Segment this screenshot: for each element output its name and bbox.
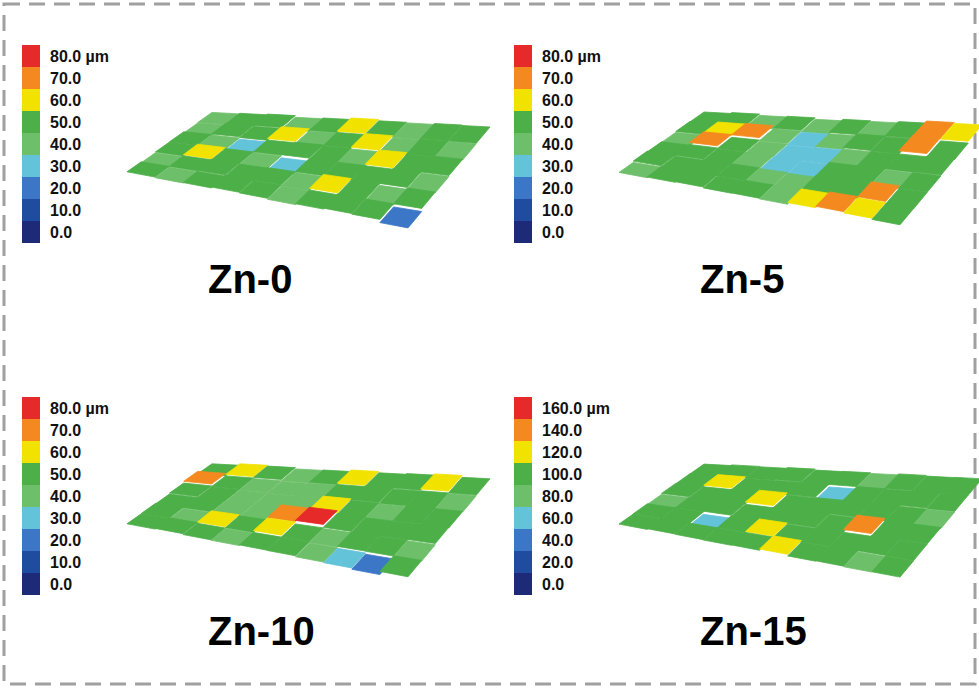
colorbar-swatch [514, 89, 532, 111]
surface [127, 464, 490, 577]
colorbar-swatch [22, 67, 40, 89]
colorbar-label: 60.0 [50, 92, 81, 109]
colorbar-label: 70.0 [50, 70, 81, 87]
colorbar-swatch [514, 177, 532, 199]
colorbar-label: 20.0 [542, 554, 573, 571]
surface-cell [927, 493, 969, 512]
surface-cell [380, 207, 422, 228]
panel: 160.0 µm 140.0 120.0 100.0 80.0 60.0 40.0 20.0 0… [514, 397, 979, 653]
colorbar-label: 20.0 [50, 180, 81, 197]
surface-cell [941, 123, 979, 141]
colorbar-swatch [22, 507, 40, 529]
surface [127, 112, 490, 227]
colorbar-swatch [22, 111, 40, 133]
panel: 80.0 µm 70.0 60.0 50.0 40.0 30.0 20.0 10.0 0.0 Zn… [514, 45, 979, 301]
colorbar-label: 40.0 [542, 532, 573, 549]
colorbar-label: 0.0 [50, 224, 72, 241]
surface-cell [421, 156, 463, 175]
colorbar-label: 80.0 [542, 488, 573, 505]
colorbar-swatch [22, 221, 40, 243]
colorbar-label: 40.0 [542, 136, 573, 153]
surface-cell [872, 556, 914, 577]
colorbar-swatch [514, 529, 532, 551]
colorbar-label: 70.0 [50, 422, 81, 439]
surface-cell [449, 126, 491, 144]
panel-title: Zn-15 [700, 609, 807, 653]
colorbar-swatch [514, 199, 532, 221]
colorbar-swatch [514, 463, 532, 485]
colorbar-swatch [22, 463, 40, 485]
colorbar-swatch [22, 573, 40, 595]
colorbar-label: 160.0 µm [542, 400, 610, 417]
colorbar-label: 10.0 [50, 202, 81, 219]
colorbar-swatch [514, 507, 532, 529]
colorbar-swatch [22, 199, 40, 221]
colorbar-label: 100.0 [542, 466, 582, 483]
colorbar-label: 50.0 [542, 114, 573, 131]
colorbar-label: 10.0 [50, 554, 81, 571]
colorbar-label: 120.0 [542, 444, 582, 461]
figure: 80.0 µm 70.0 60.0 50.0 40.0 30.0 20.0 10.0 0.0 Zn… [0, 0, 979, 688]
colorbar-swatch [514, 155, 532, 177]
colorbar-swatch [22, 155, 40, 177]
colorbar-swatch [514, 573, 532, 595]
panel: 80.0 µm 70.0 60.0 50.0 40.0 30.0 20.0 10.0 0.0 Zn… [22, 45, 490, 301]
colorbar-label: 50.0 [50, 466, 81, 483]
colorbar-swatch [22, 485, 40, 507]
surface-cell [941, 477, 979, 495]
colorbar-swatch [22, 441, 40, 463]
colorbar-swatch [514, 111, 532, 133]
colorbar-label: 0.0 [50, 576, 72, 593]
colorbar-label: 80.0 µm [542, 48, 601, 65]
colorbar-swatch [22, 133, 40, 155]
surface [619, 112, 979, 225]
colorbar-label: 0.0 [542, 576, 564, 593]
colorbar-label: 80.0 µm [50, 400, 109, 417]
surface-cell [394, 188, 436, 208]
surface-cell [407, 524, 449, 544]
colorbar-swatch [22, 419, 40, 441]
colorbar-label: 30.0 [50, 158, 81, 175]
colorbar-label: 40.0 [50, 488, 81, 505]
frame [4, 4, 975, 684]
colorbar-swatch [514, 221, 532, 243]
colorbar-swatch [22, 397, 40, 419]
colorbar-swatch [514, 397, 532, 419]
colorbar-label: 60.0 [542, 92, 573, 109]
colorbar-label: 30.0 [542, 158, 573, 175]
colorbar-label: 0.0 [542, 224, 564, 241]
colorbar-swatch [514, 419, 532, 441]
colorbar-swatch [22, 89, 40, 111]
colorbar-swatch [22, 551, 40, 573]
surface-cell [449, 477, 491, 495]
colorbar-swatch [22, 177, 40, 199]
colorbar-swatch [22, 529, 40, 551]
colorbar-swatch [514, 133, 532, 155]
surface-cell [913, 156, 955, 175]
colorbar-label: 140.0 [542, 422, 582, 439]
panel-title: Zn-0 [208, 257, 292, 301]
colorbar-swatch [514, 485, 532, 507]
colorbar-label: 50.0 [50, 114, 81, 131]
colorbar-label: 60.0 [50, 444, 81, 461]
panel-title: Zn-5 [700, 257, 784, 301]
colorbar-label: 70.0 [542, 70, 573, 87]
surface-cell [872, 204, 914, 225]
colorbar-label: 40.0 [50, 136, 81, 153]
colorbar-label: 20.0 [50, 532, 81, 549]
colorbar-swatch [514, 551, 532, 573]
colorbar-label: 30.0 [50, 510, 81, 527]
colorbar-label: 80.0 µm [50, 48, 109, 65]
colorbar-swatch [514, 441, 532, 463]
colorbar-label: 60.0 [542, 510, 573, 527]
panel: 80.0 µm 70.0 60.0 50.0 40.0 30.0 20.0 10.0 0.0 Zn… [22, 397, 490, 653]
surface-cell [380, 556, 422, 577]
colorbar-swatch [514, 45, 532, 67]
colorbar-swatch [22, 45, 40, 67]
colorbar-label: 20.0 [542, 180, 573, 197]
surface [619, 464, 979, 577]
colorbar-label: 10.0 [542, 202, 573, 219]
colorbar-swatch [514, 67, 532, 89]
panel-title: Zn-10 [208, 609, 315, 653]
